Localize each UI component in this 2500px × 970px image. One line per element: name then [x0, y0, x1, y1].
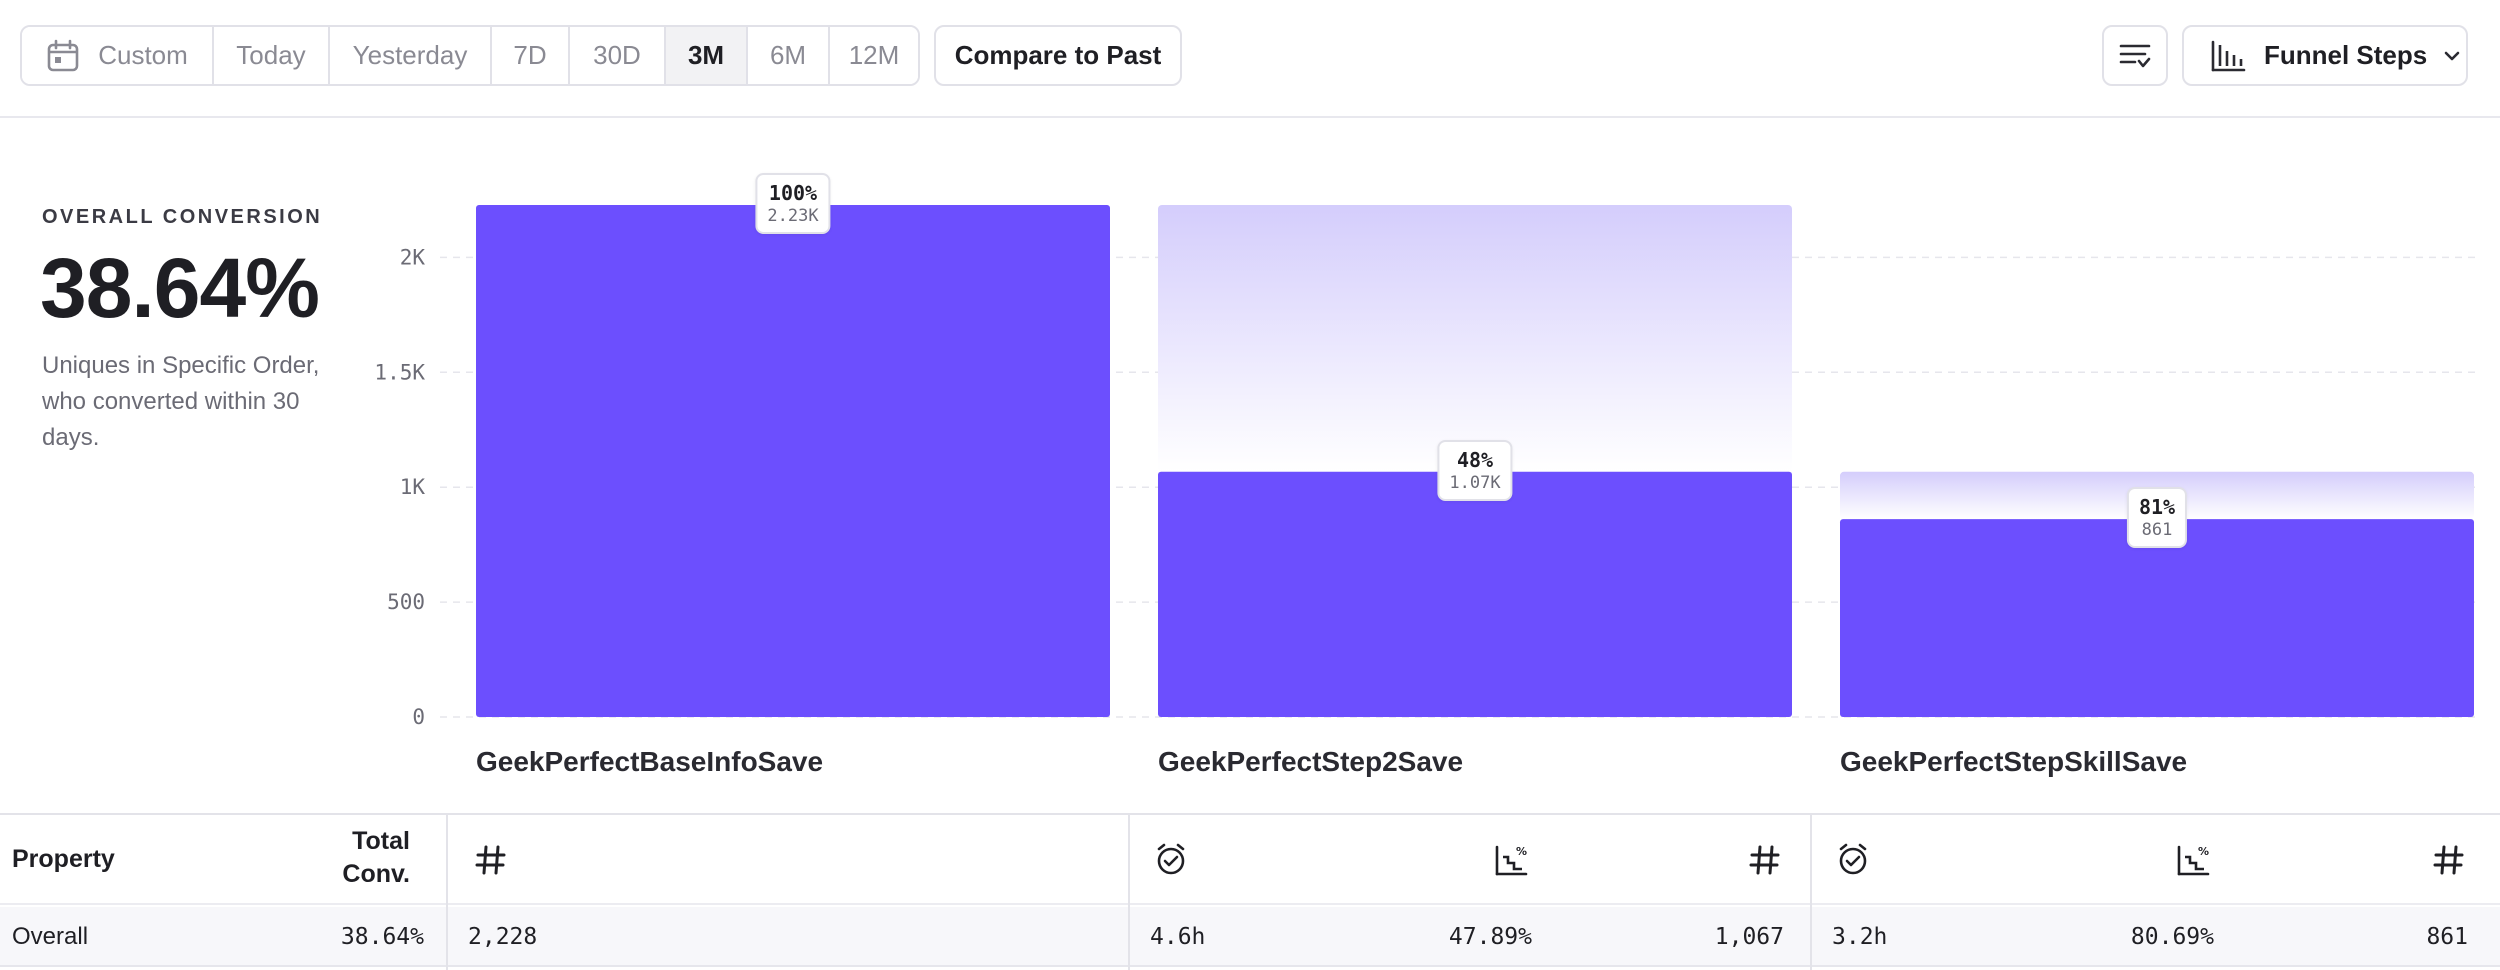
y-tick-label: 1.5K — [374, 360, 425, 384]
conversion-bar[interactable] — [1158, 471, 1792, 717]
funnel-chart: 0 500 1K 1.5K 2K GeekPerfectBaseInfoSave Geek… — [0, 118, 2500, 808]
svg-text:%: % — [1516, 845, 1527, 858]
conversion-badge: 48% 1.07K — [1437, 439, 1513, 501]
date-range-selector: Custom Today Yesterday 7D 30D 3M 6M 12M — [20, 25, 920, 86]
compare-to-past-button[interactable]: Compare to Past — [934, 25, 1182, 86]
date-range-today-button[interactable]: Today — [214, 27, 330, 84]
view-type-label: Funnel Steps — [2264, 40, 2428, 70]
total-conv-column-header[interactable]: Total Conv. — [342, 827, 410, 888]
conversion-rate-icon[interactable]: % — [2176, 843, 2210, 877]
bar-chart-icon — [2211, 40, 2246, 71]
overall-conversion-value: 38.64% — [40, 241, 320, 335]
conversion-rate-icon[interactable]: % — [1494, 843, 1528, 877]
date-range-6m-label: 6M — [769, 40, 807, 70]
step1-count-cell: 2,228 — [468, 924, 538, 950]
date-range-3m-button[interactable]: 3M — [666, 27, 748, 84]
sort-options-button[interactable] — [2102, 25, 2168, 86]
date-range-custom-button[interactable]: Custom — [22, 27, 214, 84]
y-tick-label: 0 — [412, 705, 425, 729]
date-range-7d-label: 7D — [513, 40, 547, 70]
date-range-yesterday-label: Yesterday — [352, 40, 468, 70]
date-range-yesterday-button[interactable]: Yesterday — [330, 27, 492, 84]
conversion-percent-label: 81% — [2138, 495, 2176, 520]
date-range-3m-label: 3M — [687, 40, 725, 70]
compare-to-past-label: Compare to Past — [954, 40, 1162, 70]
conversion-percent-label: 100% — [768, 181, 818, 205]
funnel-chart-svg: 0 500 1K 1.5K 2K GeekPerfectBaseInfoSave Geek… — [374, 205, 2476, 777]
conversion-count-label: 1.07K — [1449, 472, 1501, 493]
date-range-12m-label: 12M — [848, 40, 900, 70]
table-header: Property Total Conv. % — [0, 815, 2500, 905]
total-conv-cell: 38.64% — [340, 924, 424, 950]
property-column-header[interactable]: Property — [12, 845, 115, 873]
step2-count-cell: 1,067 — [1714, 924, 1784, 950]
date-range-6m-button[interactable]: 6M — [748, 27, 830, 84]
hash-icon[interactable] — [1748, 843, 1782, 877]
date-range-12m-button[interactable]: 12M — [830, 27, 918, 84]
date-range-today-label: Today — [236, 40, 306, 70]
date-range-7d-button[interactable]: 7D — [492, 27, 570, 84]
funnel-breakdown-table: Property Total Conv. % — [0, 813, 2500, 970]
view-type-dropdown[interactable]: Funnel Steps — [2182, 25, 2468, 86]
date-range-30d-label: 30D — [593, 40, 641, 70]
hash-icon[interactable] — [2432, 843, 2466, 877]
toolbar: Custom Today Yesterday 7D 30D 3M 6M 12M … — [0, 0, 2500, 118]
step-name-label: GeekPerfectStepSkillSave — [1840, 746, 2187, 777]
step2-time-cell: 4.6h — [1150, 924, 1206, 950]
conversion-bar[interactable] — [1840, 519, 2474, 717]
conversion-count-label: 2.23K — [767, 206, 819, 226]
chevron-down-icon — [2444, 51, 2460, 60]
column-divider — [446, 815, 448, 970]
date-range-custom-label: Custom — [98, 40, 188, 70]
conversion-count-label: 861 — [2141, 520, 2173, 541]
step3-count-cell: 861 — [2426, 924, 2468, 950]
hash-icon[interactable] — [474, 843, 508, 877]
sort-options-icon — [2119, 44, 2151, 67]
y-tick-label: 1K — [400, 475, 426, 499]
y-tick-label: 500 — [387, 590, 425, 614]
time-to-convert-icon[interactable] — [1836, 843, 1870, 877]
conversion-percent-label: 48% — [1456, 447, 1494, 472]
y-tick-label: 2K — [400, 245, 426, 269]
column-divider — [1810, 815, 1812, 970]
overall-conversion-label: OVERALL CONVERSION — [42, 206, 323, 228]
step2-rate-cell: 47.89% — [1448, 924, 1532, 950]
property-cell: Overall — [12, 923, 89, 950]
column-divider — [1128, 815, 1130, 970]
step3-rate-cell: 80.69% — [2130, 924, 2214, 950]
step-name-label: GeekPerfectStep2Save — [1158, 746, 1463, 777]
time-to-convert-icon[interactable] — [1154, 843, 1188, 877]
overall-conversion-description: Uniques in Specific Order, who converted… — [42, 352, 320, 451]
dropoff-bar[interactable] — [1158, 205, 1792, 472]
conversion-badge: 81% 861 — [2126, 487, 2188, 549]
table-row[interactable]: Overall 38.64% 2,228 4.6h 47.89% 1,067 3… — [0, 907, 2500, 967]
svg-text:%: % — [2198, 845, 2209, 858]
calendar-icon — [47, 39, 79, 71]
step3-time-cell: 3.2h — [1832, 924, 1888, 950]
conversion-badge: 100% 2.23K — [755, 173, 831, 234]
conversion-bar[interactable] — [476, 205, 1110, 717]
step-name-label: GeekPerfectBaseInfoSave — [476, 746, 823, 777]
date-range-30d-button[interactable]: 30D — [570, 27, 666, 84]
